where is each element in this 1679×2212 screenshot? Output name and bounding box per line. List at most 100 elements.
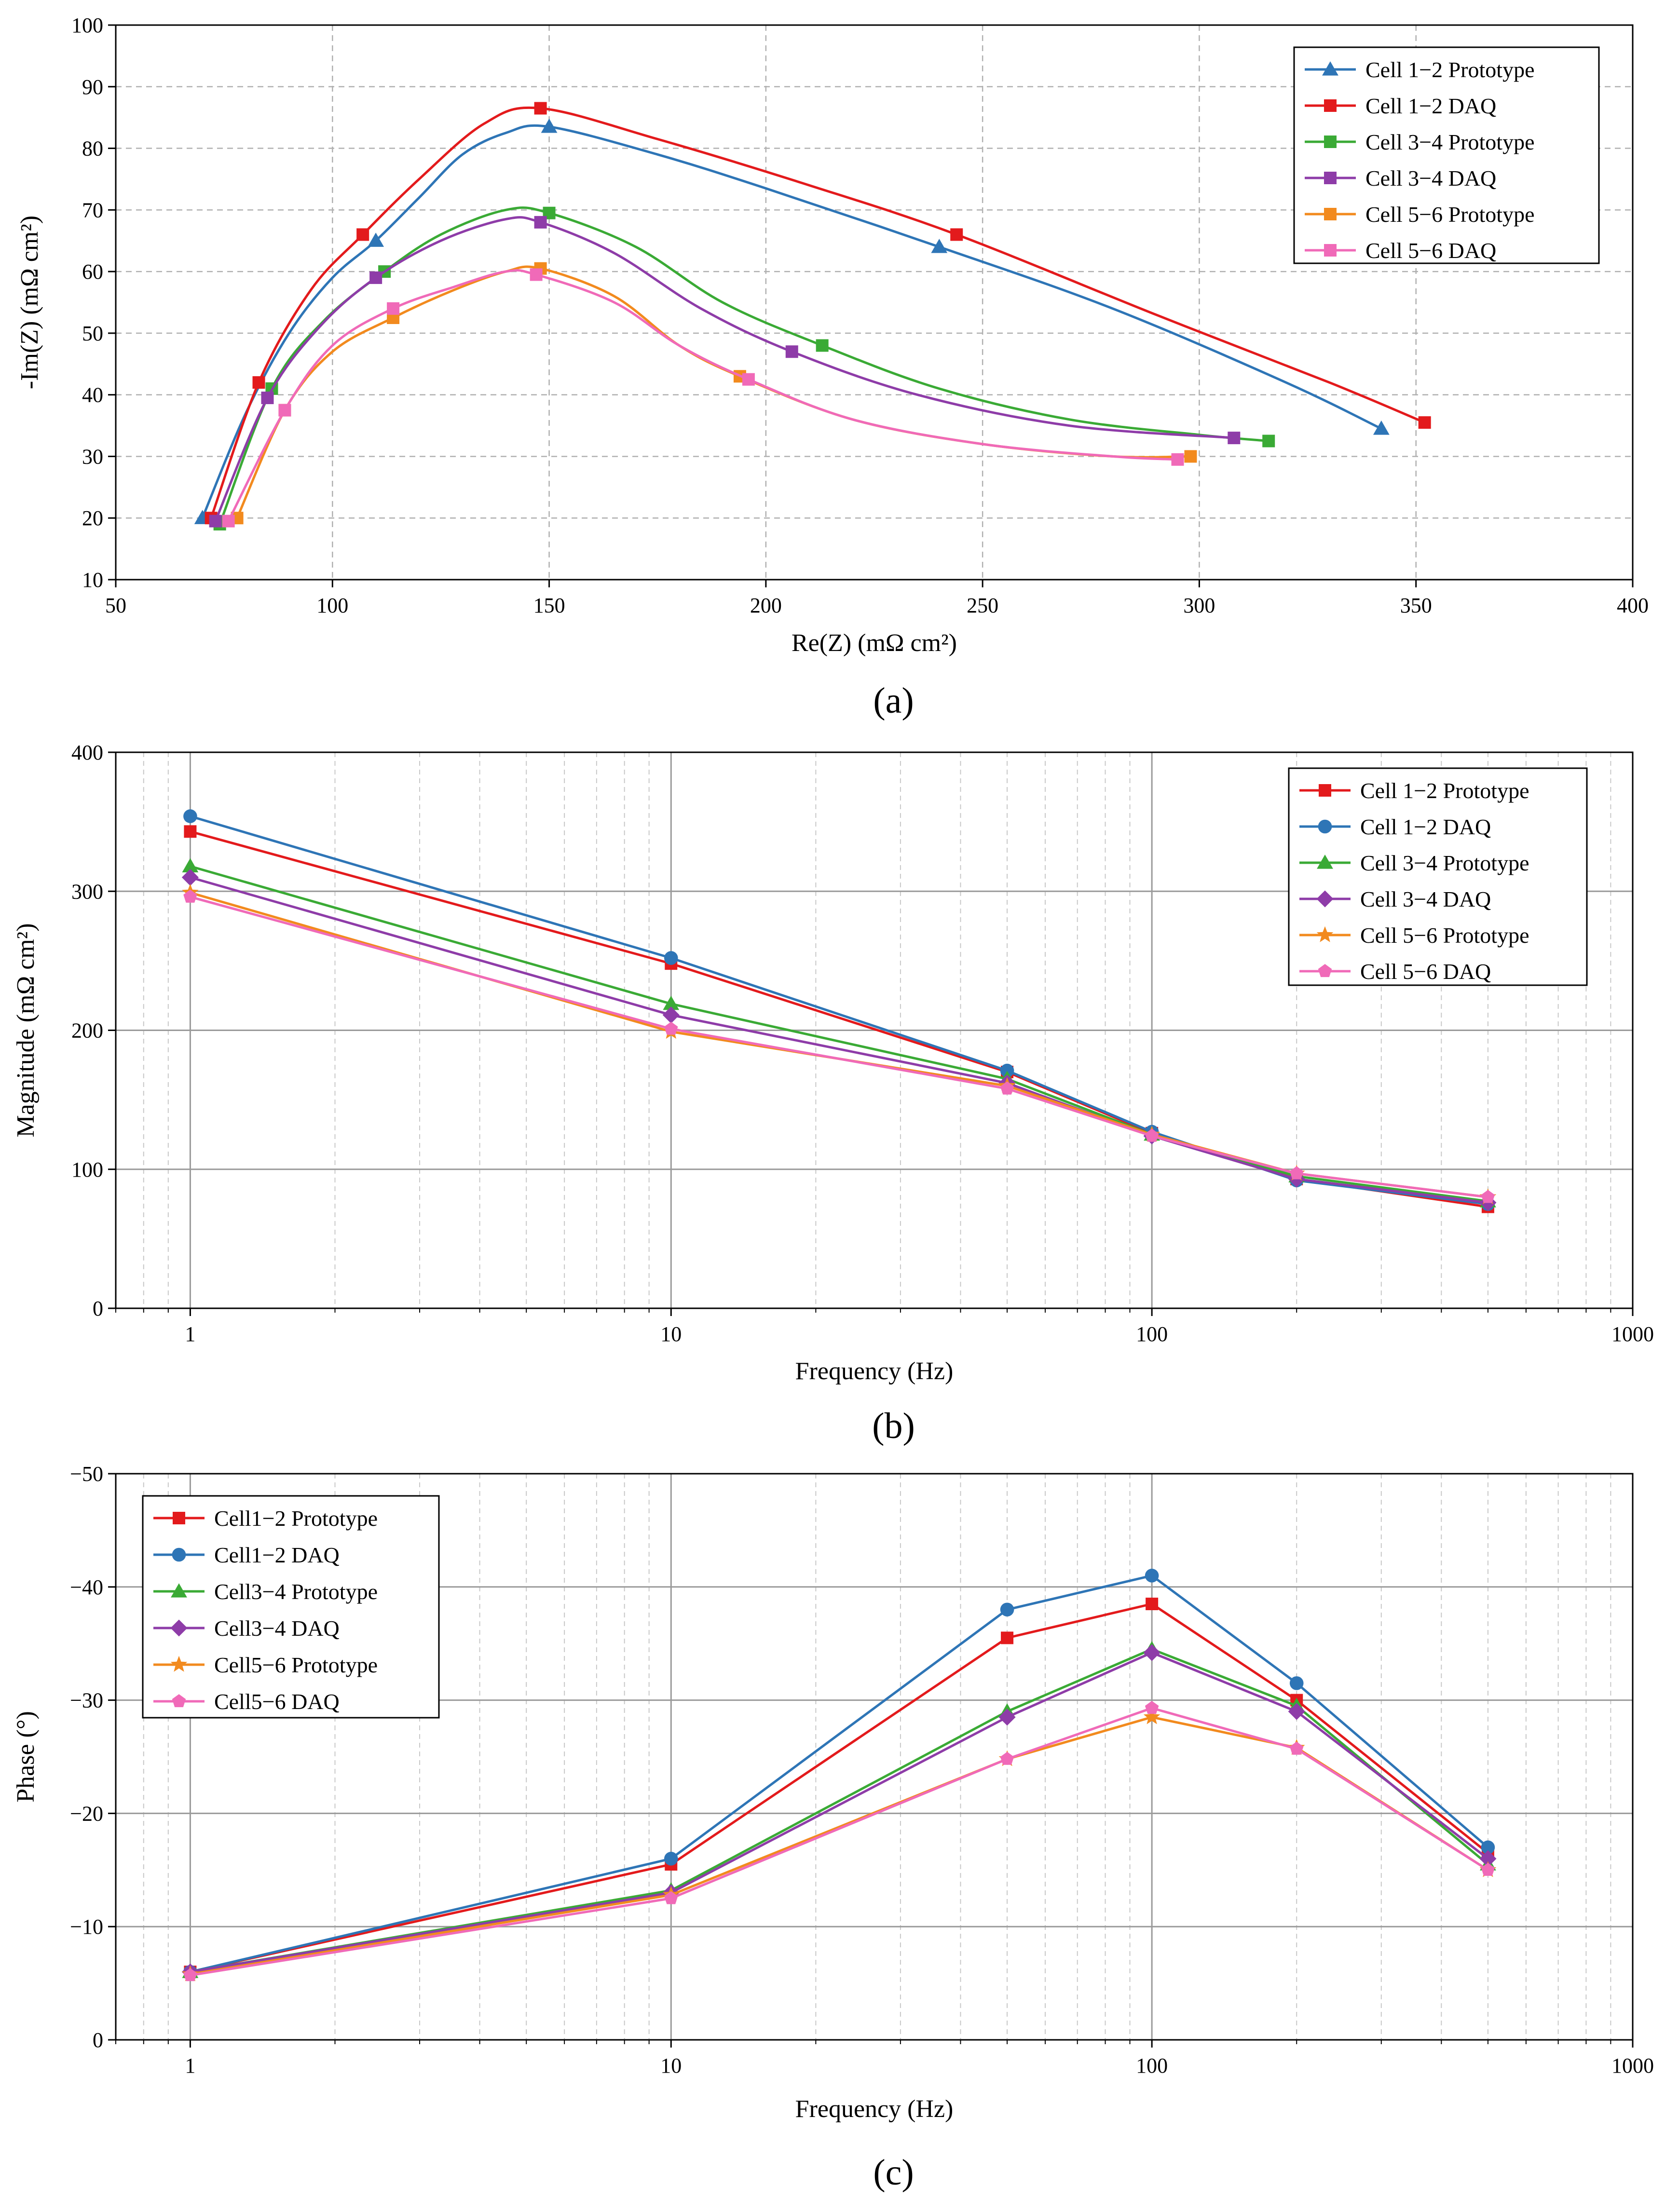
y-tick-label: −20 xyxy=(70,1802,103,1825)
series-5 xyxy=(222,268,1184,528)
legend-marker xyxy=(1317,855,1333,869)
legend-marker xyxy=(1316,890,1334,908)
data-point xyxy=(369,271,382,284)
legend-box xyxy=(1293,46,1600,264)
series-line xyxy=(190,1574,1489,1973)
legend-label: Cell 5−6 DAQ xyxy=(1360,959,1491,984)
legend-marker xyxy=(1324,136,1337,148)
series-line xyxy=(190,1707,1489,1977)
data-point xyxy=(1000,1063,1014,1078)
series-line xyxy=(210,106,1425,519)
legend-marker xyxy=(1324,208,1337,220)
data-point xyxy=(664,951,678,965)
y-tick-label: 40 xyxy=(82,383,103,407)
data-point xyxy=(1145,1128,1159,1142)
x-tick-label: 200 xyxy=(750,594,782,617)
x-tick-label: 1 xyxy=(185,1322,195,1346)
data-point xyxy=(1481,1840,1495,1855)
legend-label: Cell3−4 DAQ xyxy=(214,1616,340,1641)
x-tick-label: 100 xyxy=(1136,2054,1168,2077)
legend-marker xyxy=(1324,99,1337,112)
data-point xyxy=(1000,1602,1014,1617)
series-line xyxy=(190,1602,1489,1973)
data-point xyxy=(1146,1598,1159,1611)
y-tick-label: 90 xyxy=(82,75,103,99)
x-tick-label: 100 xyxy=(1136,1322,1168,1346)
series-line xyxy=(190,1648,1489,1973)
legend-marker xyxy=(171,1583,187,1598)
x-tick-label: 100 xyxy=(316,594,348,617)
data-point xyxy=(1184,450,1197,463)
y-tick-label: −40 xyxy=(70,1575,103,1599)
x-axis-label: Re(Z) (mΩ cm²) xyxy=(792,629,957,657)
data-point xyxy=(1418,416,1431,429)
series-5 xyxy=(183,1701,1495,1981)
legend-marker xyxy=(173,1512,185,1524)
data-point xyxy=(664,1021,678,1035)
data-point xyxy=(1481,1862,1495,1876)
data-point xyxy=(662,1006,680,1024)
data-point xyxy=(252,376,265,389)
legend-label: Cell 5−6 Prototype xyxy=(1365,202,1534,227)
legend: Cell 1−2 Prototype Cell 1−2 DAQ Cell 3−4 P… xyxy=(1288,767,1588,986)
data-point xyxy=(1289,1676,1304,1690)
legend-label: Cell5−6 Prototype xyxy=(214,1653,378,1677)
legend-marker xyxy=(172,1694,186,1708)
y-tick-label: 70 xyxy=(82,198,103,222)
y-tick-label: 100 xyxy=(71,1158,103,1181)
data-point xyxy=(541,118,558,133)
data-point xyxy=(664,1852,678,1866)
legend-label: Cell 3−4 Prototype xyxy=(1365,130,1534,154)
data-point xyxy=(1145,1569,1159,1583)
legend-label: Cell1−2 DAQ xyxy=(214,1543,340,1567)
x-tick-label: 250 xyxy=(967,594,998,617)
legend-box xyxy=(142,1495,440,1719)
data-point xyxy=(1479,1850,1497,1867)
data-point xyxy=(222,515,235,528)
data-point xyxy=(278,404,291,417)
series-line xyxy=(190,896,1488,1198)
legend-label: Cell 1−2 Prototype xyxy=(1365,57,1534,82)
series-line xyxy=(190,1716,1489,1976)
data-point xyxy=(368,232,384,247)
data-point xyxy=(1143,1708,1160,1724)
data-point xyxy=(183,1968,197,1981)
panel-label: (b) xyxy=(872,1406,915,1446)
series-line xyxy=(190,1651,1489,1973)
legend-box xyxy=(1288,767,1588,986)
y-tick-label: 80 xyxy=(82,137,103,161)
legend-label: Cell1−2 Prototype xyxy=(214,1506,378,1531)
y-tick-label: 60 xyxy=(82,260,103,284)
legend-marker xyxy=(1316,926,1334,942)
data-point xyxy=(1001,1631,1014,1644)
legend-label: Cell 3−4 DAQ xyxy=(1360,887,1491,911)
y-axis-label: -Im(Z) (mΩ cm²) xyxy=(16,216,43,389)
data-point xyxy=(931,239,948,253)
legend-marker xyxy=(1318,819,1332,834)
data-point xyxy=(181,869,199,886)
series-line xyxy=(227,269,1178,522)
data-point xyxy=(742,373,755,386)
data-point xyxy=(1290,1166,1304,1180)
series-line xyxy=(236,265,1191,519)
legend-label: Cell 1−2 DAQ xyxy=(1360,814,1491,839)
y-tick-label: 200 xyxy=(71,1019,103,1043)
x-tick-label: 50 xyxy=(105,594,126,617)
series-line xyxy=(190,865,1488,1203)
plot-frame xyxy=(115,24,1634,581)
series-1 xyxy=(183,1569,1495,1979)
x-tick-label: 350 xyxy=(1400,594,1432,617)
y-tick-label: −30 xyxy=(70,1689,103,1712)
data-point xyxy=(1000,1751,1014,1765)
y-tick-label: 50 xyxy=(82,322,103,345)
data-point xyxy=(816,339,829,352)
legend-label: Cell 3−4 DAQ xyxy=(1365,166,1496,190)
x-tick-label: 1000 xyxy=(1611,1322,1654,1346)
y-axis-label: Phase (°) xyxy=(12,1711,40,1803)
data-point xyxy=(663,995,680,1010)
legend-marker xyxy=(1318,964,1332,977)
data-point xyxy=(356,228,369,241)
y-tick-label: 0 xyxy=(93,2028,103,2052)
